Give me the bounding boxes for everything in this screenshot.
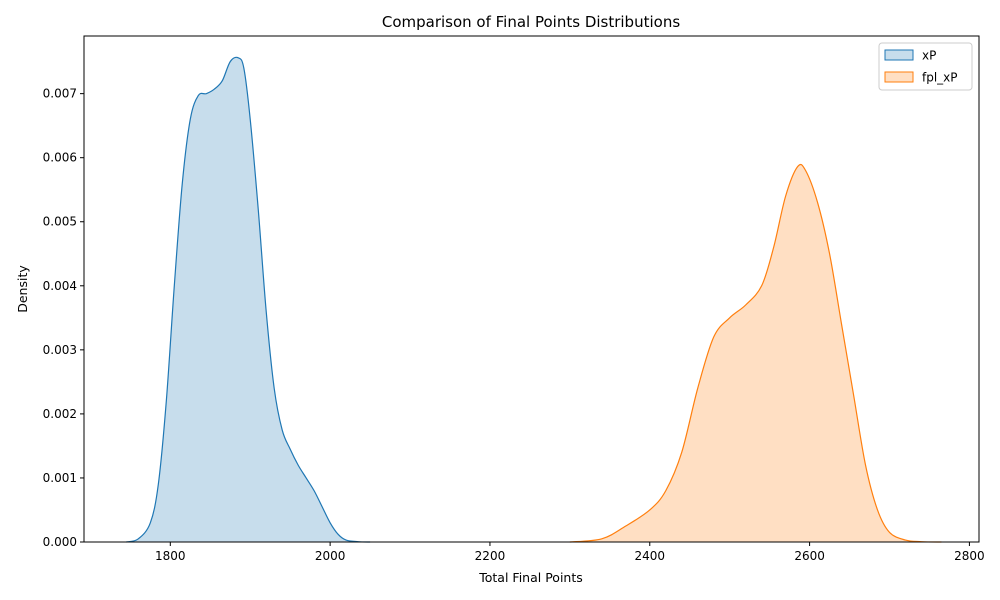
y-tick-label: 0.000: [43, 535, 77, 549]
y-axis: 0.000 0.001 0.002 0.003 0.004 0.005 0.006 0.007: [43, 87, 84, 549]
legend: xP fpl_xP: [878, 42, 973, 91]
legend-label-xP: xP: [922, 49, 936, 63]
legend-swatch-fpl-xP: [884, 71, 914, 83]
plot-area: [126, 56, 942, 543]
x-tick-label: 2000: [315, 549, 346, 563]
density-line-fpl-xP: [569, 163, 942, 543]
legend-box: [878, 42, 973, 91]
legend-swatch-xP: [884, 49, 914, 61]
legend-label-fpl-xP: fpl_xP: [922, 71, 958, 85]
y-tick-label: 0.003: [43, 343, 77, 357]
density-fill-fpl-xP: [569, 164, 942, 542]
x-tick-label: 1800: [155, 549, 186, 563]
y-axis-label: Density: [15, 265, 30, 313]
x-tick-label: 2200: [475, 549, 506, 563]
x-tick-label: 2800: [954, 549, 985, 563]
density-line-xP: [126, 56, 371, 543]
x-tick-label: 2600: [794, 549, 825, 563]
axes-frame: [83, 35, 980, 543]
y-tick-label: 0.004: [43, 279, 77, 293]
chart-title: Comparison of Final Points Distributions: [382, 13, 680, 31]
x-axis-label: Total Final Points: [478, 570, 583, 585]
y-tick-label: 0.002: [43, 407, 77, 421]
density-fill-xP: [126, 57, 371, 542]
x-axis: 1800 2000 2200 2400 2600 2800: [155, 542, 985, 563]
x-tick-label: 2400: [634, 549, 665, 563]
y-tick-label: 0.001: [43, 471, 77, 485]
y-tick-label: 0.006: [43, 151, 77, 165]
y-tick-label: 0.005: [43, 215, 77, 229]
y-tick-label: 0.007: [43, 87, 77, 101]
